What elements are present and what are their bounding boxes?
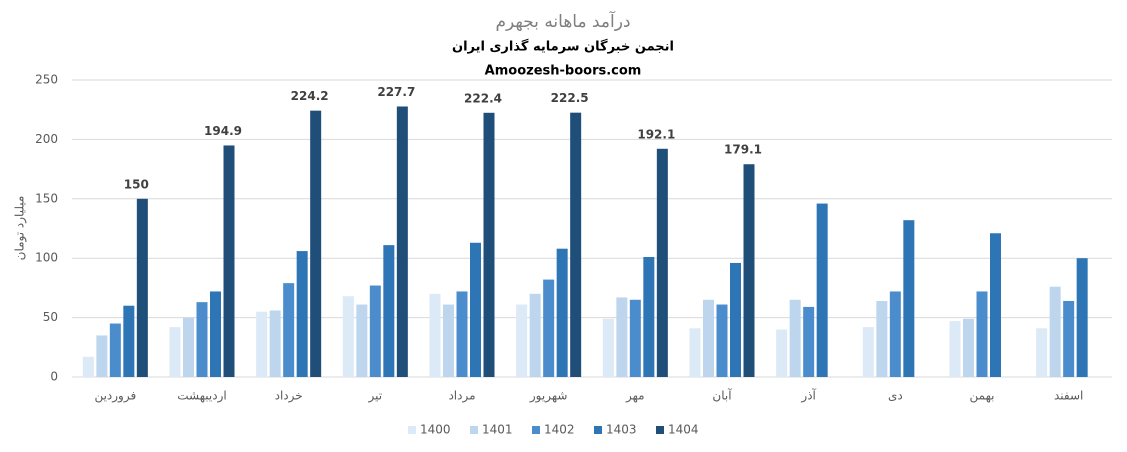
x-tick-label: مرداد — [448, 389, 475, 404]
legend-label: 1402 — [544, 423, 575, 437]
x-tick-label: مهر — [625, 389, 645, 404]
bar — [602, 318, 614, 377]
value-label: 179.1 — [724, 143, 762, 157]
bar — [342, 296, 354, 377]
bar — [210, 291, 221, 377]
bar — [643, 257, 655, 377]
x-tick-label: آبان — [712, 388, 732, 403]
bar — [1063, 300, 1075, 377]
legend-label: 1401 — [482, 423, 513, 437]
bar — [543, 279, 555, 377]
legend-label: 1403 — [606, 423, 637, 437]
value-label: 222.5 — [551, 91, 589, 105]
bar — [789, 299, 801, 377]
bar — [730, 262, 741, 377]
y-tick-label: 250 — [35, 73, 58, 87]
legend-swatch — [408, 426, 416, 434]
legend-swatch — [656, 426, 664, 434]
x-tick-label: خرداد — [275, 389, 303, 404]
value-label: 194.9 — [204, 124, 242, 138]
legend-swatch — [532, 426, 540, 434]
bar — [123, 305, 135, 377]
x-tick-label: دی — [888, 389, 903, 403]
bar — [196, 302, 208, 377]
x-tick-label: اردیبهشت — [177, 389, 226, 404]
bar — [689, 328, 701, 377]
bar — [616, 297, 628, 377]
bar — [963, 318, 974, 377]
bar — [529, 293, 541, 377]
legend-label: 1400 — [420, 423, 451, 437]
bar — [443, 304, 454, 377]
chart-source: Amoozesh-boors.com — [485, 64, 642, 79]
legend-swatch — [594, 426, 602, 434]
bar — [296, 251, 308, 377]
x-tick-label: تیر — [368, 389, 383, 404]
bar — [990, 233, 1001, 377]
bar — [876, 300, 888, 377]
value-label: 224.2 — [291, 89, 329, 103]
y-tick-label: 200 — [35, 132, 58, 146]
bar — [96, 335, 108, 377]
y-axis-label: میلیارد تومان — [13, 196, 28, 261]
bar — [269, 310, 281, 377]
bar — [976, 291, 988, 377]
bar — [1076, 258, 1088, 377]
bar — [310, 110, 322, 378]
bar — [82, 356, 94, 377]
y-tick-label: 100 — [35, 251, 58, 265]
bar — [223, 145, 235, 377]
bar — [816, 203, 828, 377]
bar — [396, 106, 408, 377]
bar — [429, 293, 441, 377]
bar — [889, 291, 901, 377]
bar — [516, 304, 528, 377]
bar — [183, 317, 194, 377]
value-label: 192.1 — [637, 127, 675, 141]
x-tick-label: شهریور — [529, 389, 568, 404]
bar — [570, 112, 582, 378]
bar — [1036, 328, 1048, 377]
chart-title: درآمد ماهانه بجهرم — [495, 10, 630, 32]
bar — [629, 299, 641, 377]
bar — [470, 242, 481, 377]
bar — [776, 329, 788, 377]
legend-swatch — [470, 426, 478, 434]
chart-subtitle: انجمن خبرگان سرمایه گذاری ایران — [452, 39, 674, 55]
y-tick-label: 0 — [50, 370, 58, 384]
bar — [556, 248, 568, 377]
bar — [743, 164, 755, 377]
bar — [369, 285, 381, 377]
value-label: 150 — [124, 177, 149, 191]
y-tick-label: 50 — [43, 310, 58, 324]
bar — [383, 245, 395, 377]
x-tick-label: اسفند — [1054, 389, 1083, 403]
bar — [703, 299, 714, 377]
x-tick-label: فروردین — [94, 389, 136, 404]
bar — [949, 321, 961, 377]
bar — [903, 220, 915, 377]
bar — [1049, 286, 1061, 377]
bar — [803, 306, 815, 377]
legend-label: 1404 — [668, 423, 699, 437]
bar — [356, 304, 368, 377]
bar — [483, 112, 495, 377]
bar — [862, 327, 874, 377]
value-label: 227.7 — [377, 85, 415, 99]
bar — [109, 323, 121, 377]
bar — [716, 304, 728, 377]
y-tick-label: 150 — [35, 191, 58, 205]
bar — [169, 327, 181, 377]
bar — [456, 291, 468, 377]
bar — [256, 311, 268, 377]
value-label: 222.4 — [464, 91, 502, 105]
bar — [136, 198, 148, 377]
x-tick-label: بهمن — [970, 389, 995, 404]
bar — [656, 148, 668, 377]
x-tick-label: آذر — [800, 388, 816, 404]
bar — [283, 283, 295, 377]
